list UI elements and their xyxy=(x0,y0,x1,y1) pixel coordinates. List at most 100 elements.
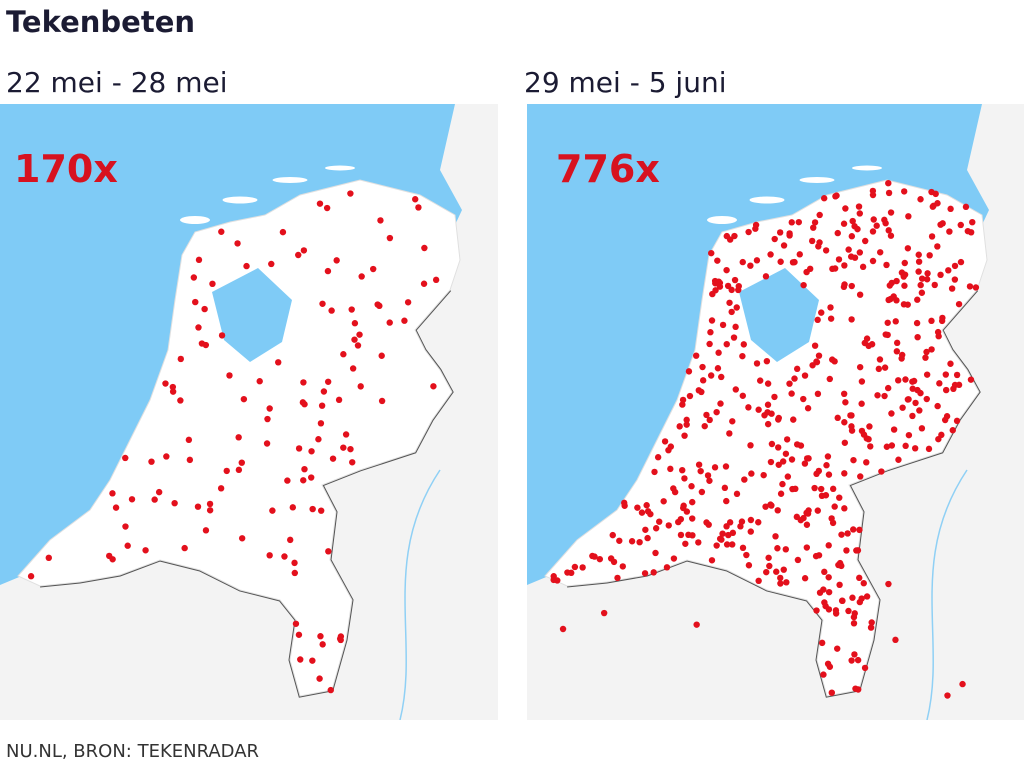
bite-dot xyxy=(319,641,326,648)
bite-dot xyxy=(725,531,732,539)
bite-dot xyxy=(905,396,912,403)
bite-dot xyxy=(726,430,733,437)
bite-dot xyxy=(767,251,774,258)
bite-dot xyxy=(356,331,363,338)
bite-dot xyxy=(948,285,956,292)
bite-dot xyxy=(707,329,714,336)
bite-dot xyxy=(845,246,852,253)
bite-dot xyxy=(858,400,865,407)
bite-dot xyxy=(714,257,721,264)
bite-dot xyxy=(856,363,864,371)
bite-dot xyxy=(699,363,706,371)
bite-dot xyxy=(779,458,787,465)
bite-dot xyxy=(706,477,713,484)
bite-dot xyxy=(801,460,809,467)
bite-dot xyxy=(854,547,862,554)
bite-dot xyxy=(841,419,848,426)
bite-dot xyxy=(946,228,953,235)
bite-dot xyxy=(755,406,762,413)
bite-dot xyxy=(685,531,692,539)
bite-dot xyxy=(777,258,784,265)
bite-dot xyxy=(109,490,116,497)
bite-dot xyxy=(771,235,778,243)
bite-dot xyxy=(206,500,214,508)
bite-dot xyxy=(805,455,812,462)
bite-dot xyxy=(867,443,874,450)
bite-dot xyxy=(412,196,419,203)
bite-dot xyxy=(688,483,695,490)
bite-dot xyxy=(972,284,980,291)
bite-dot xyxy=(942,371,950,378)
bite-dot xyxy=(883,261,890,269)
bite-dot xyxy=(809,362,816,369)
bite-dot xyxy=(768,410,775,417)
bite-dot xyxy=(263,440,271,447)
island xyxy=(180,216,210,224)
bite-dot xyxy=(607,555,615,562)
bite-dot xyxy=(841,505,848,512)
bite-dot xyxy=(732,323,739,331)
bite-dot xyxy=(335,396,343,404)
bite-dot xyxy=(300,379,307,386)
bite-dot xyxy=(194,503,202,510)
bite-dot xyxy=(791,258,798,266)
bite-dot xyxy=(900,188,908,195)
bite-dot xyxy=(226,372,233,379)
bite-dot xyxy=(692,352,700,359)
bite-dot xyxy=(813,470,820,478)
bite-dot xyxy=(884,319,891,326)
bite-dot xyxy=(747,262,754,269)
bite-dot xyxy=(928,188,935,196)
bite-dot xyxy=(301,465,308,473)
bite-dot xyxy=(777,580,784,587)
bite-dot xyxy=(821,568,828,576)
bite-dot xyxy=(917,196,924,203)
bite-dot xyxy=(804,405,812,412)
bite-dot xyxy=(235,466,243,474)
bite-dot xyxy=(299,399,307,406)
bite-dot xyxy=(844,530,851,537)
bite-dot xyxy=(714,365,722,372)
bite-dot xyxy=(747,528,754,535)
bite-dot xyxy=(309,505,316,513)
bite-dot xyxy=(851,254,859,261)
bite-dot xyxy=(240,395,248,403)
bite-dot xyxy=(745,404,752,411)
bite-dot xyxy=(243,262,250,270)
bite-dot xyxy=(186,456,194,464)
bite-dot xyxy=(634,504,641,511)
bite-dot xyxy=(836,581,843,589)
bite-dot xyxy=(284,477,291,484)
bite-dot xyxy=(888,442,896,449)
bite-dot xyxy=(728,308,735,316)
bite-dot xyxy=(786,380,793,387)
bite-dot xyxy=(723,523,730,530)
bite-dot xyxy=(763,568,770,576)
bite-dot xyxy=(838,531,845,538)
bite-dot xyxy=(218,228,225,235)
bite-dot xyxy=(801,575,809,582)
bite-dot xyxy=(357,383,364,390)
bite-dot xyxy=(939,220,946,227)
bite-dot xyxy=(377,217,384,224)
bite-dot xyxy=(783,579,790,586)
bite-dot xyxy=(730,334,738,341)
bite-dot xyxy=(862,237,869,245)
bite-dot xyxy=(825,588,833,596)
bite-dot xyxy=(235,434,242,441)
bite-dot xyxy=(745,228,752,236)
bite-dot xyxy=(825,542,832,549)
bite-dot xyxy=(738,518,746,525)
bite-dot xyxy=(177,355,185,363)
bite-dot xyxy=(378,397,386,405)
bite-dot xyxy=(835,561,842,569)
bite-dot xyxy=(786,232,793,239)
bite-dot xyxy=(823,462,830,469)
bite-dot xyxy=(324,378,332,385)
bite-dot xyxy=(834,414,841,422)
bite-dot xyxy=(185,436,193,444)
bite-dot xyxy=(704,472,712,479)
bite-dot xyxy=(171,499,178,507)
bite-dot xyxy=(743,551,750,559)
bite-dot xyxy=(721,484,729,492)
